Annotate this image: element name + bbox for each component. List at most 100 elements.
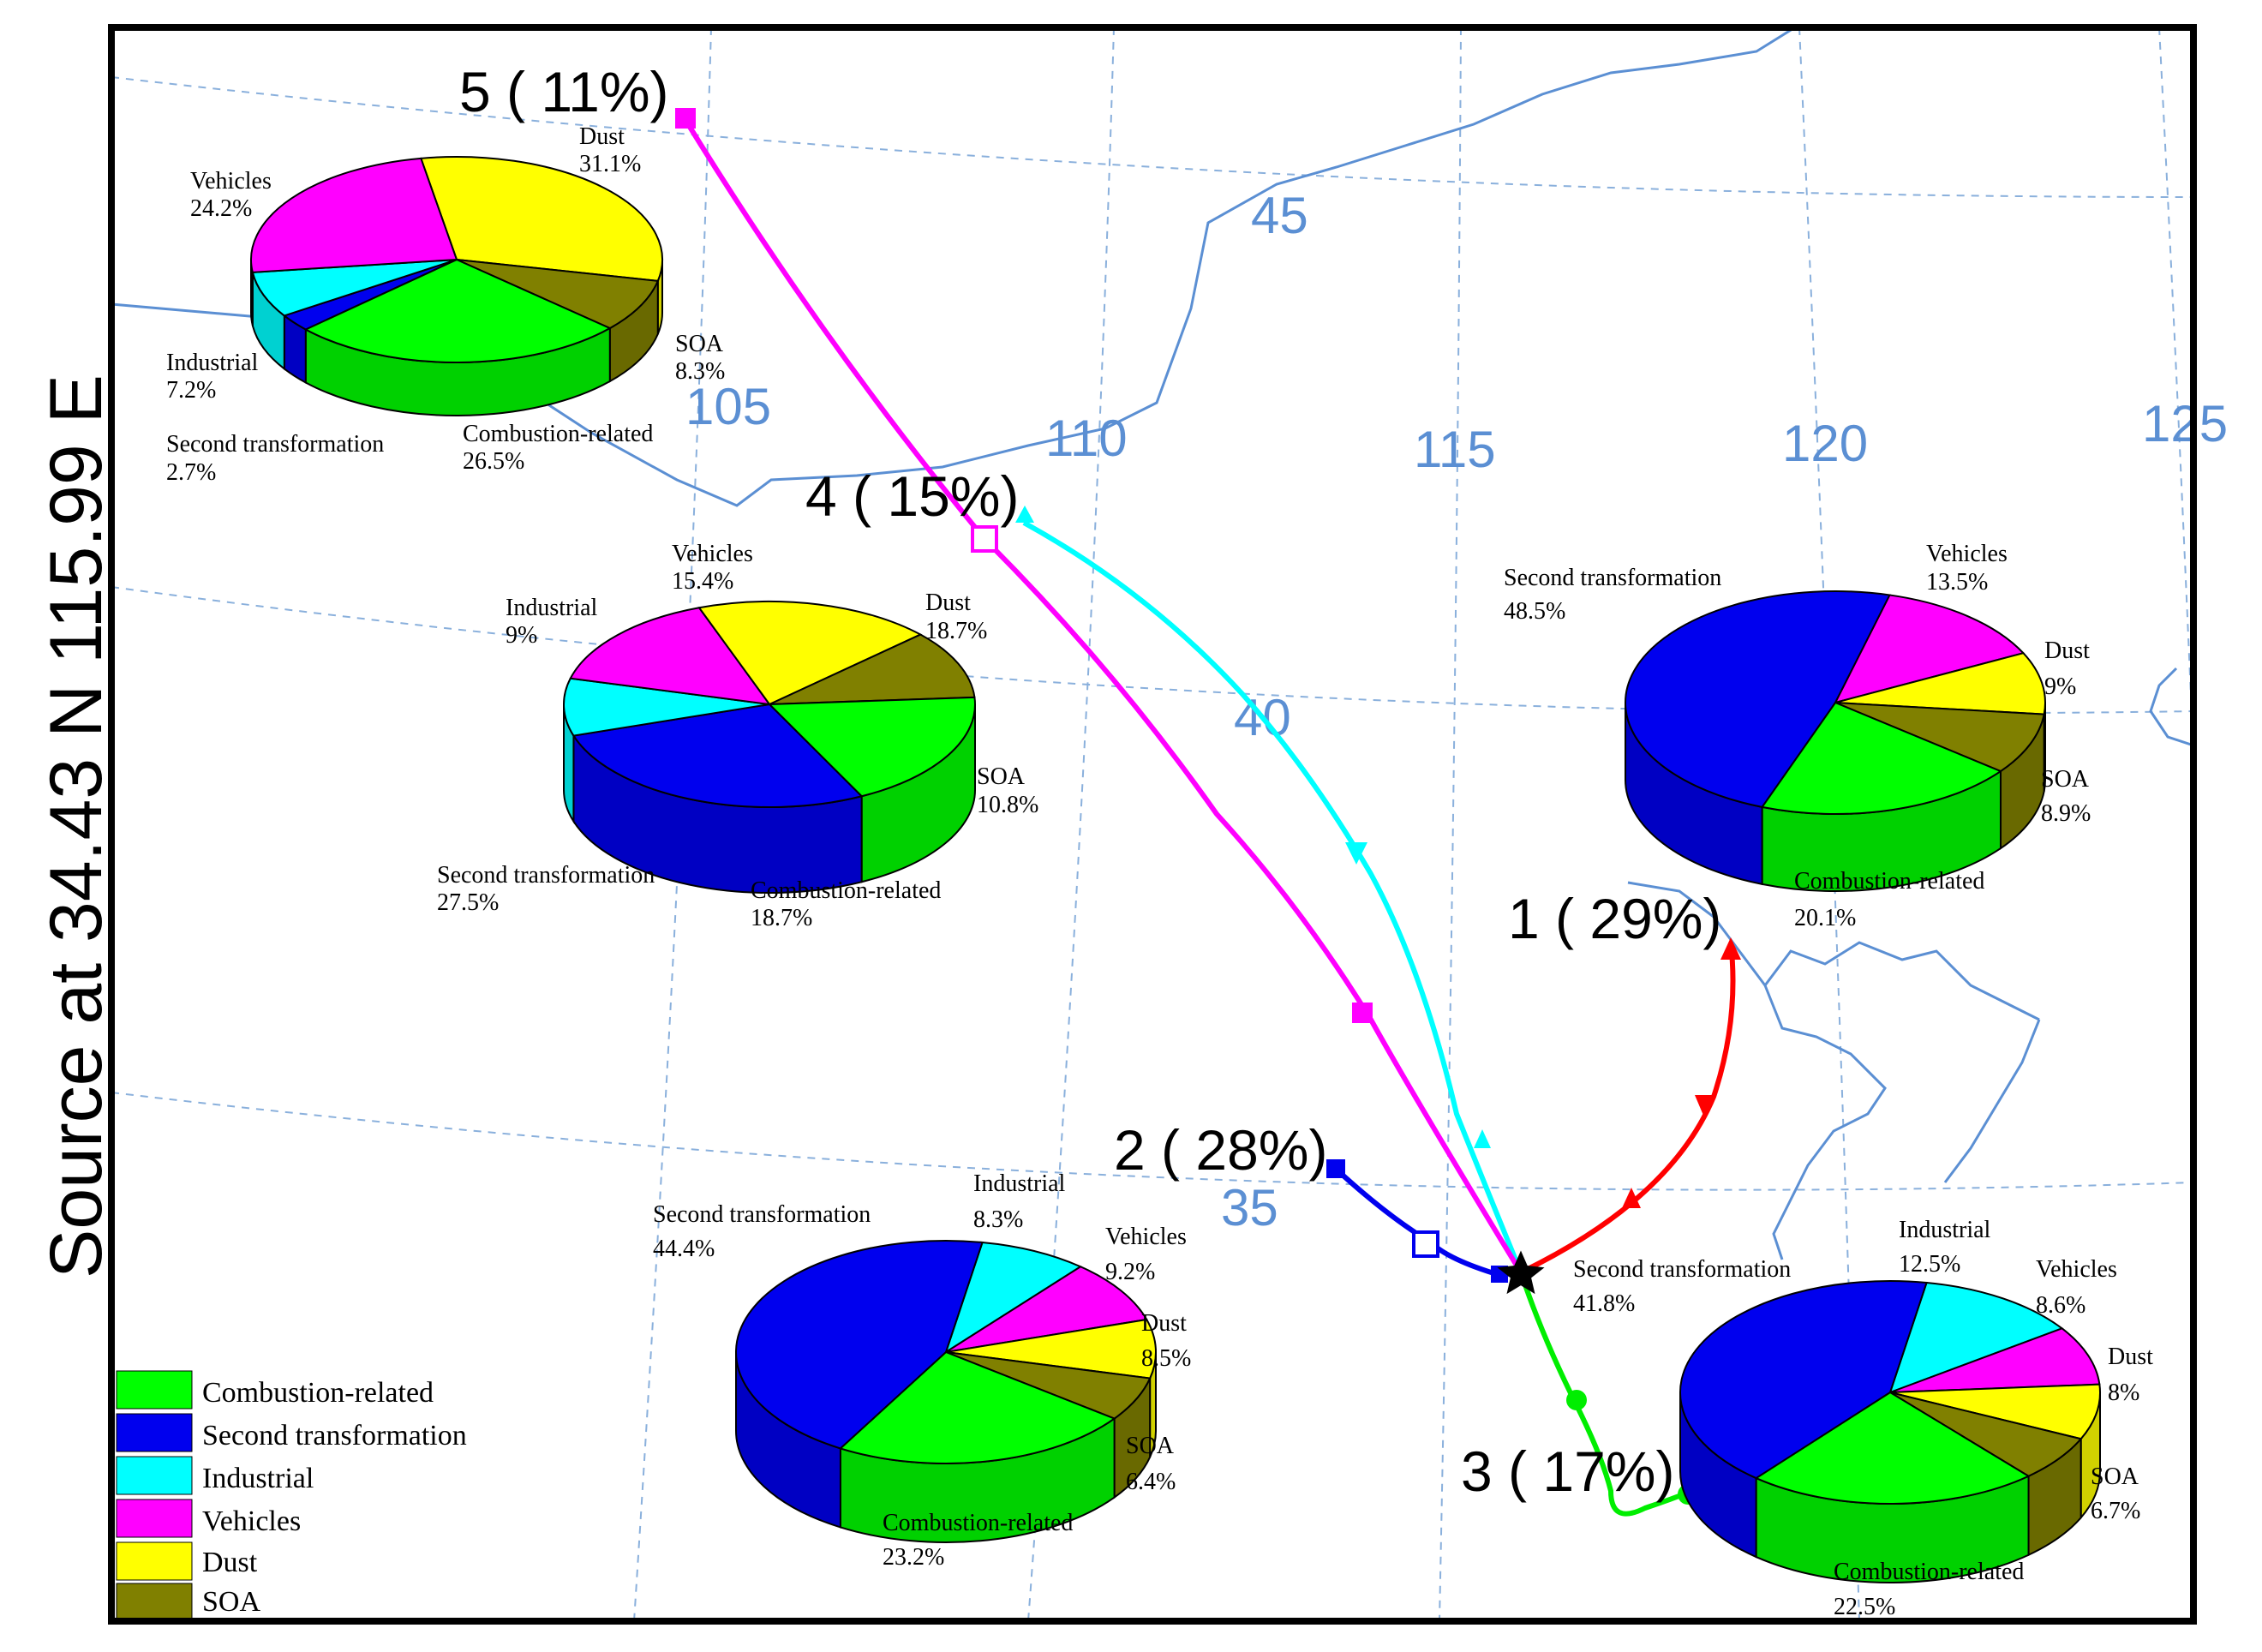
pie3-value-dust: 8% [2108,1380,2139,1406]
coast-shandong [1763,985,1887,1260]
marker-square-5b [971,525,998,553]
pie-labels-cluster-4: Dust 18.7% SOA 10.8% Combustion-related … [437,541,1038,931]
pie3-label-second: Second transformation [1573,1256,1791,1283]
pie4-value-dust: 18.7% [925,618,987,644]
trajectory-5 [683,118,1523,1274]
pie4-label-combustion: Combustion-related [751,877,941,904]
pie3-slice-dust [1834,652,2047,715]
pie4-value-industrial: 9% [506,622,537,649]
cluster-label-2: 2 ( 28%) [1114,1118,1327,1182]
pie-labels-cluster-2: Industrial 8.3% Vehicles 9.2% Dust 8.5% … [653,1170,1191,1571]
pie-chart-2 [563,601,976,894]
marker-circle-3a [1566,1390,1587,1410]
pie3-label-dust: Dust [2108,1344,2153,1370]
legend-label-dust: Dust [202,1547,258,1578]
marker-square-2b [1412,1230,1439,1258]
coastline [111,27,2193,1260]
pie4-value-second: 27.5% [437,889,499,916]
pie2-slice-vehicles [569,607,772,706]
pie1-label-soa: SOA [2041,766,2090,793]
legend-swatch-soa [116,1583,193,1622]
pie2-label-industrial: Industrial [973,1170,1066,1197]
pie2-label-dust: Dust [1141,1310,1187,1337]
pie4-label-second: Second transformation [437,862,655,889]
pie5-label-industrial: Industrial [166,350,259,376]
pie4-label-soa: SOA [977,763,1026,790]
pie4-slice-combustion-related [838,1350,1116,1464]
pie5-slice-dust [1889,1383,2101,1440]
legend-swatch-dust [116,1541,193,1581]
trajectory-3 [1518,1272,1694,1517]
pie2-value-dust: 8.5% [1141,1345,1191,1372]
pie1-slice-dust [419,156,663,282]
pie1-label-dust: Dust [2044,637,2090,664]
pie3-label-soa: SOA [2091,1463,2139,1490]
pie1-value-second: 48.5% [1504,598,1565,625]
lon-label-105: 105 [685,378,771,435]
legend-label-soa: SOA [202,1586,260,1618]
pie1-label-combustion: Combustion-related [1794,868,1984,895]
pie5-value-soa: 8.3% [675,358,725,385]
pie2-label-soa: SOA [1126,1433,1175,1459]
coast-liaodong [1943,1019,2041,1183]
marker-triangle-4b [1474,1129,1491,1148]
grid-labels: 105 110 115 120 125 45 40 35 [685,187,2228,1236]
pie3-slice-soa [1834,702,2045,773]
marker-square-5c [1352,1003,1373,1023]
border-line-north [111,27,1796,507]
pie4-label-dust: Dust [925,590,971,616]
pie3-label-combustion: Combustion-related [1834,1559,2024,1585]
pie-chart-1 [250,156,663,416]
coast-korea [2149,667,2193,747]
pie5-label-soa: SOA [675,331,724,357]
pie1-slice-industrial [251,259,458,317]
pie4-value-combustion: 18.7% [751,905,812,931]
pie2-slice-industrial [563,677,770,737]
pie4-slice-vehicles [945,1266,1148,1353]
pie3-slice-combustion-related [1760,701,2003,815]
pie5-label-vehicles: Vehicles [190,168,272,195]
legend: Combustion-related Second transformation… [116,1370,467,1622]
cluster-label-5: 5 ( 11%) [459,60,669,123]
pie1-slice-soa [456,259,660,330]
legend-swatch-second [116,1413,193,1452]
pie2-value-combustion: 23.2% [883,1544,944,1571]
pie4-slice-second-transformation [734,1240,984,1450]
pie5-slice-vehicles [1889,1327,2101,1393]
pie3-slice-second-transformation [1625,590,1891,808]
legend-label-second: Second transformation [202,1420,467,1451]
cluster-label-1: 1 ( 29%) [1508,887,1721,950]
pie5-value-industrial: 7.2% [166,377,216,404]
pie5-value-combustion: 26.5% [463,448,524,475]
pie-labels-cluster-3: Industrial 12.5% Vehicles 8.6% Dust 8% S… [1573,1217,2153,1620]
pie3-slice-vehicles [1834,594,2026,704]
legend-label-combustion: Combustion-related [202,1377,434,1409]
trajectory-4 [1022,520,1523,1274]
marker-square-5a [675,108,696,129]
lon-label-110: 110 [1045,410,1128,467]
pie4-label-vehicles: Vehicles [672,541,753,567]
pie5-value-vehicles: 24.2% [190,195,252,222]
pie4-value-soa: 10.8% [977,792,1038,818]
pie5-value-second: 2.7% [166,459,216,486]
gridline-lon-115 [1439,27,1462,1621]
gridline-lat-35 [111,1092,2193,1191]
pie3-value-industrial: 12.5% [1899,1251,1960,1278]
marker-square-2a [1326,1159,1345,1178]
marker-triangle-1b [1622,1188,1641,1208]
map-frame [108,24,2197,1625]
lon-label-115: 115 [1414,421,1496,478]
pie2-label-second: Second transformation [653,1201,871,1228]
gridline-lon-105 [633,27,712,1621]
cluster-labels: 5 ( 11%) 4 ( 15%) 1 ( 29%) 2 ( 28%) 3 ( … [459,60,1721,1503]
pie-labels-cluster-5: Dust 31.1% SOA 8.3% Combustion-related 2… [166,123,725,486]
lon-label-120: 120 [1782,415,1868,472]
marker-triangle-1a [1695,1095,1714,1117]
pie1-value-soa: 8.9% [2041,800,2091,827]
trajectory-1 [1519,942,1736,1275]
pie3-value-combustion: 22.5% [1834,1594,1895,1620]
pie-chart-3 [1625,590,2047,892]
pie-chart-5 [1679,1280,2101,1583]
legend-swatch-vehicles [116,1499,193,1538]
